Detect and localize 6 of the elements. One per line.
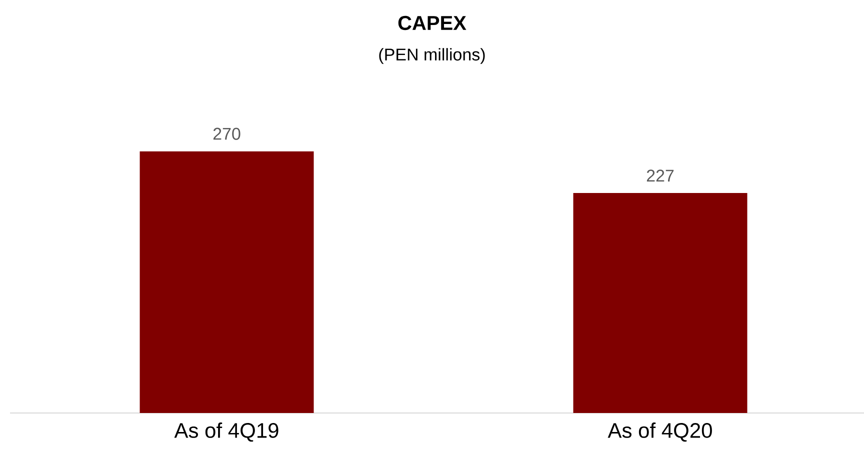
chart-title: CAPEX xyxy=(398,16,466,30)
data-label: 227 xyxy=(646,170,674,182)
x-tick-label: As of 4Q20 xyxy=(608,422,712,442)
chart-subtitle: (PEN millions) xyxy=(379,48,485,64)
x-tick-label: As of 4Q19 xyxy=(174,422,278,442)
data-label: 270 xyxy=(213,128,240,140)
